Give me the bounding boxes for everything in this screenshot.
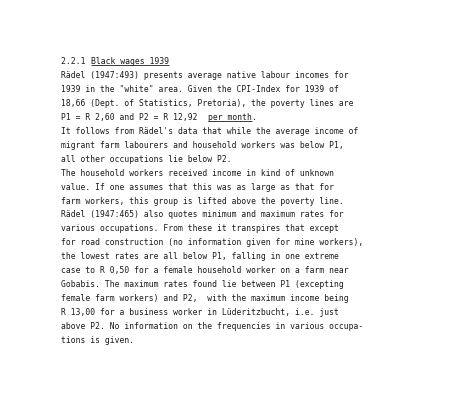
- Text: The household workers received income in kind of unknown: The household workers received income in…: [61, 169, 335, 178]
- Text: above P2. No information on the frequencies in various occupa-: above P2. No information on the frequenc…: [61, 322, 364, 331]
- Text: for road construction (no information given for mine workers),: for road construction (no information gi…: [61, 238, 364, 247]
- Text: .: .: [251, 113, 256, 122]
- Text: Rädel (1947:493) presents average native labour incomes for: Rädel (1947:493) presents average native…: [61, 71, 349, 80]
- Text: It follows from Rädel's data that while the average income of: It follows from Rädel's data that while …: [61, 127, 359, 136]
- Text: female farm workers) and P2,  with the maximum income being: female farm workers) and P2, with the ma…: [61, 294, 349, 303]
- Text: Black wages 1939: Black wages 1939: [91, 58, 168, 66]
- Text: Rädel (1947:465) also quotes minimum and maximum rates for: Rädel (1947:465) also quotes minimum and…: [61, 210, 344, 220]
- Text: 1939 in the "white" area. Given the CPI-Index for 1939 of: 1939 in the "white" area. Given the CPI-…: [61, 85, 339, 94]
- Text: value. If one assumes that this was as large as that for: value. If one assumes that this was as l…: [61, 183, 335, 192]
- Text: the lowest rates are all below P1, falling in one extreme: the lowest rates are all below P1, falli…: [61, 252, 339, 261]
- Text: 2.2.1: 2.2.1: [61, 58, 91, 66]
- Text: various occupations. From these it transpires that except: various occupations. From these it trans…: [61, 224, 339, 233]
- Text: 18,66 (Dept. of Statistics, Pretoria), the poverty lines are: 18,66 (Dept. of Statistics, Pretoria), t…: [61, 99, 354, 108]
- Text: Gobabis. The maximum rates found lie between P1 (excepting: Gobabis. The maximum rates found lie bet…: [61, 280, 344, 289]
- Text: per month: per month: [208, 113, 251, 122]
- Text: farm workers, this group is lifted above the poverty line.: farm workers, this group is lifted above…: [61, 197, 344, 206]
- Text: tions is given.: tions is given.: [61, 335, 134, 345]
- Text: P1 = R 2,60 and P2 = R 12,92: P1 = R 2,60 and P2 = R 12,92: [61, 113, 208, 122]
- Text: all other occupations lie below P2.: all other occupations lie below P2.: [61, 155, 232, 164]
- Text: case to R 0,50 for a female household worker on a farm near: case to R 0,50 for a female household wo…: [61, 266, 349, 275]
- Text: R 13,00 for a business worker in Lüderitzbucht, i.e. just: R 13,00 for a business worker in Lüderit…: [61, 308, 339, 317]
- Text: migrant farm labourers and household workers was below P1,: migrant farm labourers and household wor…: [61, 141, 344, 150]
